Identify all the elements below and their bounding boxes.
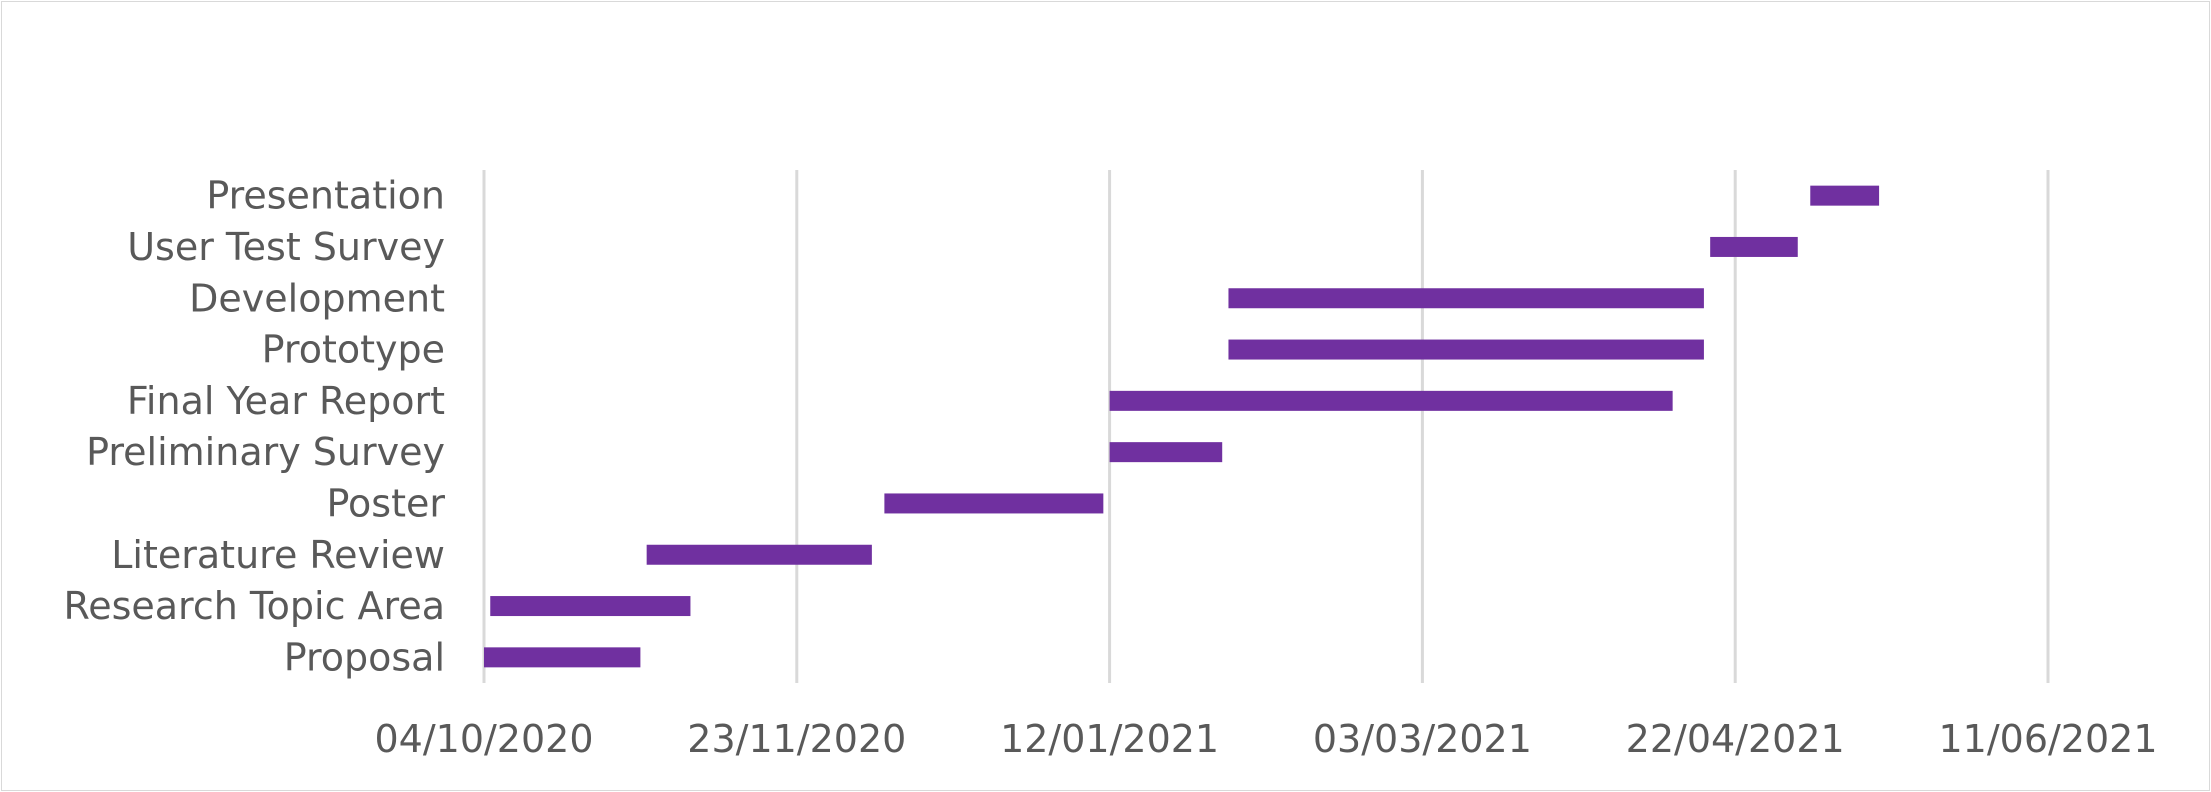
task-label: Prototype [262, 328, 445, 372]
task-label: Development [189, 276, 445, 320]
task-bar [1710, 236, 1798, 257]
x-tick-label: 04/10/2020 [374, 717, 593, 761]
task-bars [484, 185, 1880, 668]
task-label: Presentation [206, 174, 445, 218]
task-label: Literature Review [111, 533, 445, 577]
task-label: User Test Survey [127, 225, 445, 269]
task-bar [1109, 442, 1223, 463]
x-tick-label: 11/06/2021 [1938, 717, 2157, 761]
task-bar [1109, 390, 1673, 411]
task-bar [490, 596, 691, 617]
task-bar [484, 647, 641, 668]
task-bar [884, 493, 1104, 514]
task-bar [1810, 185, 1880, 206]
task-label: Preliminary Survey [86, 430, 445, 474]
x-tick-label: 22/04/2021 [1626, 717, 1845, 761]
x-tick-labels: 04/10/2020 23/11/2020 12/01/2021 03/03/2021… [374, 717, 2157, 761]
x-tick-label: 12/01/2021 [1000, 717, 1219, 761]
task-bar [1228, 339, 1704, 360]
task-labels: Proposal Research Topic Area Literature Re… [64, 174, 446, 680]
x-tick-label: 03/03/2021 [1313, 717, 1532, 761]
task-label: Research Topic Area [64, 584, 445, 628]
x-tick-label: 23/11/2020 [687, 717, 906, 761]
task-label: Final Year Report [127, 379, 445, 423]
task-bar [1228, 288, 1704, 309]
task-label: Poster [326, 481, 445, 525]
task-bar [646, 544, 872, 565]
task-label: Proposal [284, 635, 445, 679]
grid-lines [482, 170, 2050, 683]
